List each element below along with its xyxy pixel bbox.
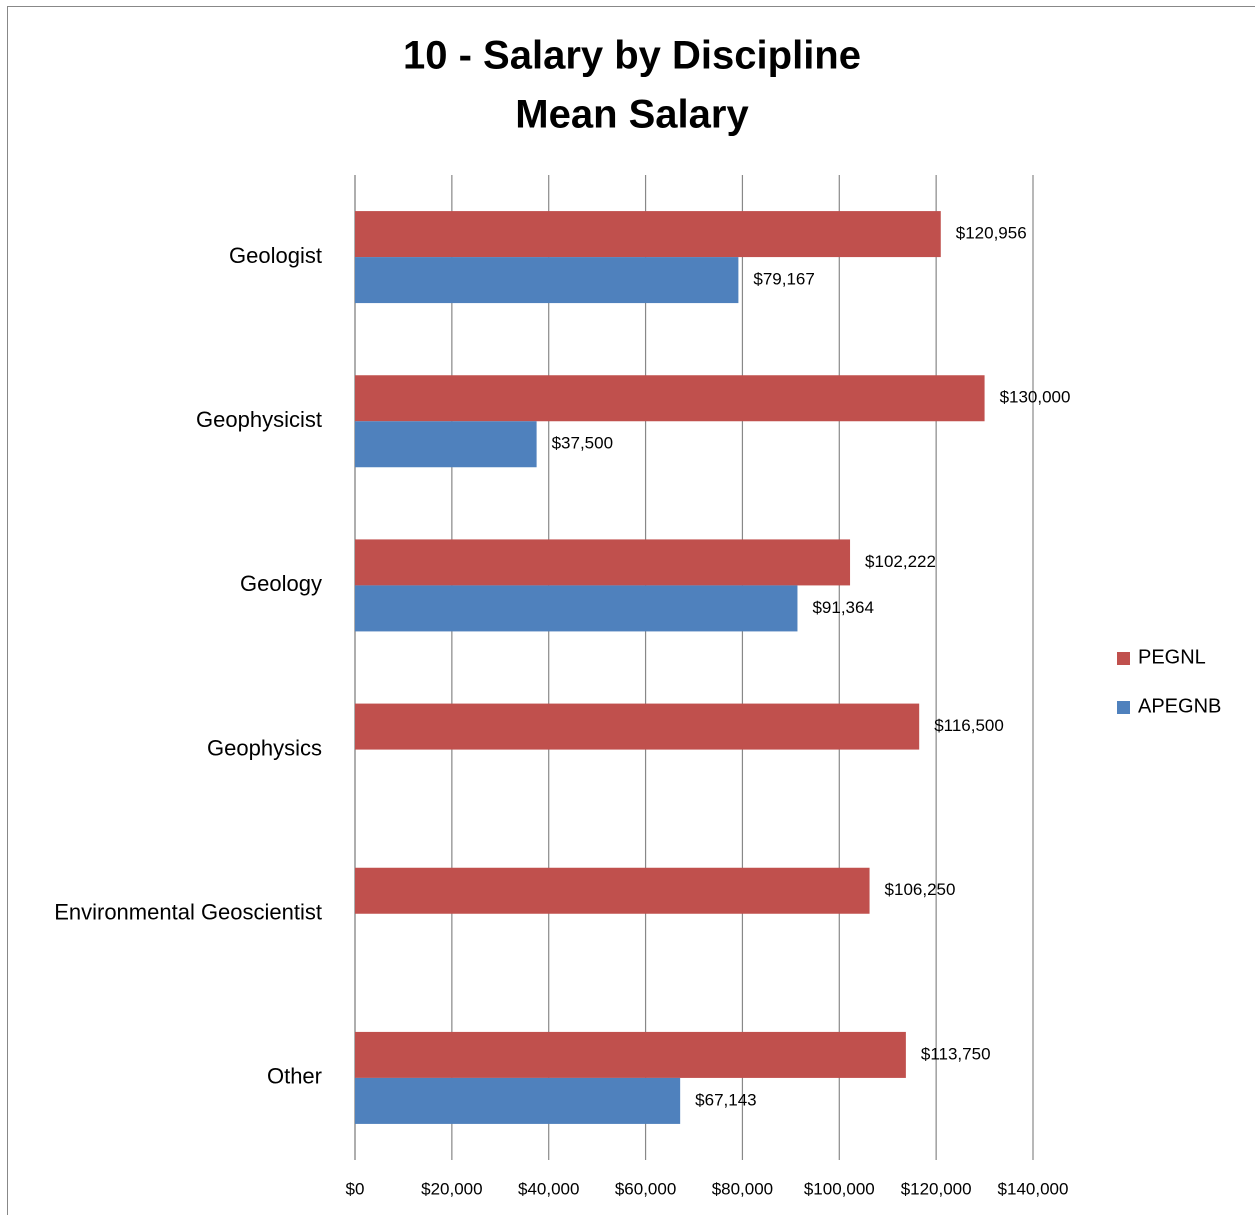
y-tick-label: Geology [240, 571, 322, 596]
chart-border [7, 6, 1255, 1215]
y-tick-label: Geophysicist [196, 407, 322, 432]
bar [355, 703, 920, 750]
legend-label: APEGNB [1138, 695, 1221, 717]
bar [355, 1077, 681, 1124]
data-label: $113,750 [921, 1044, 991, 1063]
data-label: $130,000 [1000, 388, 1071, 407]
data-label: $102,222 [865, 552, 936, 571]
bar [355, 585, 798, 632]
chart-title: 10 - Salary by Discipline [403, 34, 861, 78]
bar [355, 375, 985, 422]
data-label: $106,250 [885, 880, 956, 899]
x-tick-label: $100,000 [804, 1179, 875, 1198]
x-tick-label: $120,000 [901, 1179, 972, 1198]
bar [355, 539, 851, 586]
bar [355, 211, 941, 258]
data-label: $67,143 [695, 1090, 756, 1109]
x-tick-label: $140,000 [998, 1179, 1069, 1198]
data-label: $116,500 [934, 716, 1004, 735]
x-tick-label: $20,000 [421, 1179, 482, 1198]
legend-swatch [1117, 652, 1130, 665]
x-tick-label: $0 [346, 1179, 365, 1198]
x-tick-label: $80,000 [712, 1179, 773, 1198]
bar [355, 1031, 906, 1078]
y-tick-label: Geologist [229, 243, 322, 268]
legend-label: PEGNL [1138, 646, 1206, 668]
x-tick-label: $60,000 [615, 1179, 676, 1198]
y-tick-label: Other [267, 1064, 322, 1089]
legend-swatch [1117, 701, 1130, 714]
chart-subtitle: Mean Salary [515, 93, 749, 137]
data-label: $79,167 [753, 270, 814, 289]
data-label: $91,364 [812, 598, 873, 617]
bar [355, 257, 739, 304]
data-label: $120,956 [956, 224, 1027, 243]
y-tick-label: Environmental Geoscientist [54, 900, 322, 925]
data-label: $37,500 [552, 434, 613, 453]
bar [355, 421, 537, 468]
y-tick-label: Geophysics [207, 735, 322, 760]
bar [355, 867, 870, 914]
x-tick-label: $40,000 [518, 1179, 579, 1198]
